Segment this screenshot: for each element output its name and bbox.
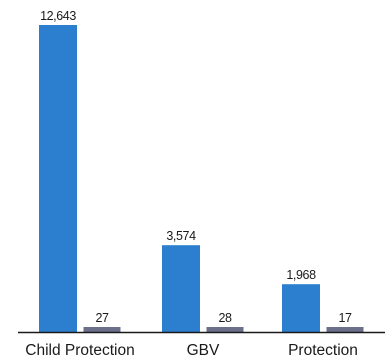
bar-child-protection-series-1 xyxy=(39,25,77,332)
value-label-gbv-series-2: 28 xyxy=(218,311,232,325)
category-label-gbv: GBV xyxy=(187,342,220,359)
value-labels-layer: 12,643 27 3,574 28 1,968 17 xyxy=(40,9,352,325)
category-label-child-protection: Child Protection xyxy=(25,342,134,359)
bar-protection-series-1 xyxy=(282,284,320,332)
bar-gbv-series-1 xyxy=(162,245,200,332)
category-label-protection: Protection xyxy=(288,342,358,359)
value-label-protection-series-1: 1,968 xyxy=(286,268,316,282)
bar-gbv-series-2 xyxy=(206,327,244,332)
value-label-child-protection-series-2: 27 xyxy=(95,311,109,325)
value-label-gbv-series-1: 3,574 xyxy=(166,229,196,243)
category-labels-layer: Child Protection GBV Protection xyxy=(25,342,358,359)
bars-layer xyxy=(39,25,364,332)
bar-child-protection-series-2 xyxy=(83,327,121,332)
bar-protection-series-2 xyxy=(326,327,364,332)
value-label-protection-series-2: 17 xyxy=(338,311,352,325)
value-label-child-protection-series-1: 12,643 xyxy=(40,9,76,23)
